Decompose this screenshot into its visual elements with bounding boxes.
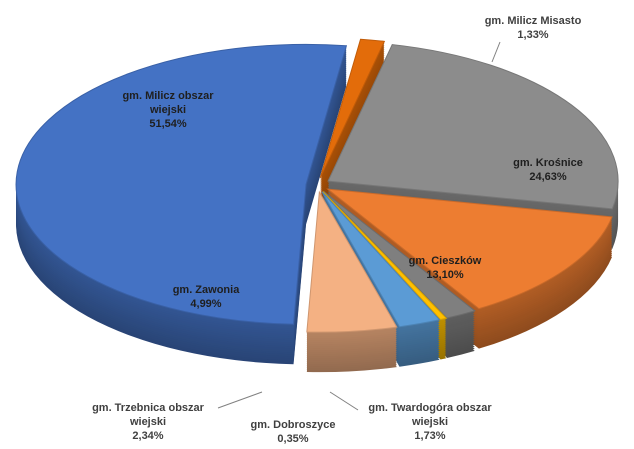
value-label: 24,63% bbox=[529, 171, 567, 183]
slice-side bbox=[320, 53, 385, 192]
value-label: 51,54% bbox=[149, 118, 187, 130]
category-label: gm. Krośnice bbox=[513, 157, 583, 169]
data-label: gm. Twardogóra obszar wiejski 1,73% bbox=[368, 401, 493, 443]
category-label: gm. Dobroszyce bbox=[250, 419, 336, 431]
slice bbox=[321, 191, 441, 328]
slice-side bbox=[320, 47, 385, 186]
data-label: gm. Krośnice 24,63% bbox=[513, 156, 583, 184]
slice bbox=[306, 190, 398, 333]
slice bbox=[327, 44, 619, 210]
value-label: 1,33% bbox=[517, 29, 549, 41]
leader-line bbox=[491, 41, 501, 63]
leader-line bbox=[217, 391, 263, 409]
value-label: 13,10% bbox=[426, 269, 464, 281]
slice-side bbox=[320, 57, 385, 196]
value-label: 2,34% bbox=[132, 430, 164, 442]
leader-line bbox=[329, 391, 359, 411]
data-label: gm. Zawonia 4,99% bbox=[173, 283, 240, 311]
category-label: gm. Twardogóra obszar wiejski bbox=[368, 402, 492, 428]
slice bbox=[15, 43, 348, 325]
slice-side bbox=[320, 55, 385, 194]
category-label: gm. Trzebnica obszar wiejski bbox=[92, 402, 204, 428]
category-label: gm. Milicz obszar wiejski bbox=[122, 90, 214, 116]
value-label: 0,35% bbox=[277, 433, 309, 445]
data-label: gm. Trzebnica obszar wiejski 2,34% bbox=[86, 401, 211, 443]
slice bbox=[319, 38, 386, 179]
category-label: gm. Cieszków bbox=[408, 255, 482, 267]
slice bbox=[326, 188, 613, 310]
data-label: gm. Cieszków 13,10% bbox=[409, 254, 482, 282]
slice bbox=[323, 190, 476, 319]
slice-side bbox=[320, 49, 385, 188]
data-label: gm. Milicz Misasto 1,33% bbox=[485, 14, 582, 42]
value-label: 1,73% bbox=[414, 430, 446, 442]
data-label: gm. Dobroszyce 0,35% bbox=[251, 418, 336, 446]
category-label: gm. Milicz Misasto bbox=[484, 15, 582, 27]
slice-side bbox=[320, 45, 385, 184]
data-label: gm. Milicz obszar wiejski 51,54% bbox=[106, 89, 231, 131]
slice bbox=[322, 191, 448, 321]
category-label: gm. Zawonia bbox=[172, 284, 240, 296]
value-label: 4,99% bbox=[190, 298, 222, 310]
slice-side bbox=[320, 43, 385, 182]
slice-side bbox=[320, 51, 385, 190]
